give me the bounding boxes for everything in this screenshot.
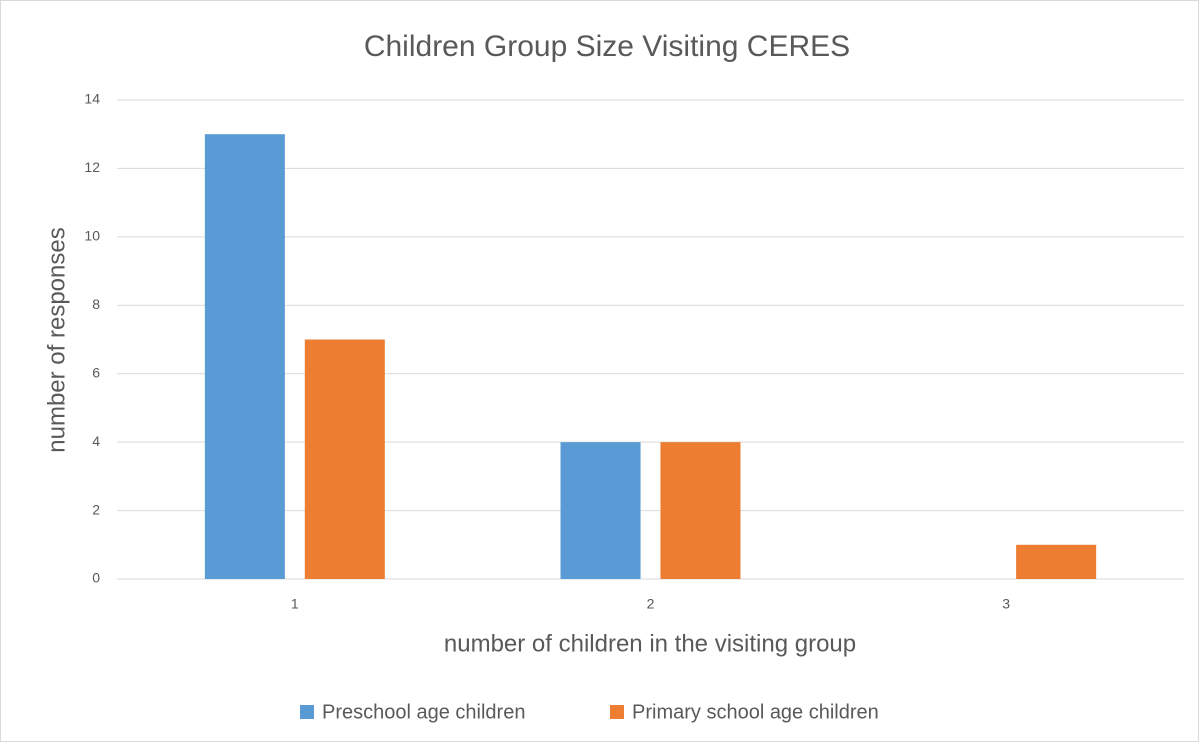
legend-swatch [610,705,624,719]
y-tick-label: 14 [84,91,100,107]
bar [660,442,741,579]
y-tick-label: 8 [92,296,100,312]
y-tick-label: 0 [92,570,100,586]
y-tick-label: 12 [84,159,100,175]
x-tick-label: 3 [1002,596,1010,612]
legend-label: Primary school age children [632,701,879,723]
y-tick-label: 4 [92,433,100,449]
y-tick-label: 2 [92,501,100,517]
y-tick-label: 10 [84,228,100,244]
x-tick-label: 1 [291,596,299,612]
chart-title: Children Group Size Visiting CERES [364,30,850,63]
bar [304,339,385,579]
legend-label: Preschool age children [322,701,525,723]
y-tick-label: 6 [92,364,100,380]
bar [560,442,641,579]
y-axis-label: number of responses [43,227,70,452]
x-axis-label: number of children in the visiting group [444,630,856,657]
legend-swatch [300,705,314,719]
bar [1016,544,1097,579]
x-tick-label: 2 [647,596,655,612]
bar [204,134,285,579]
